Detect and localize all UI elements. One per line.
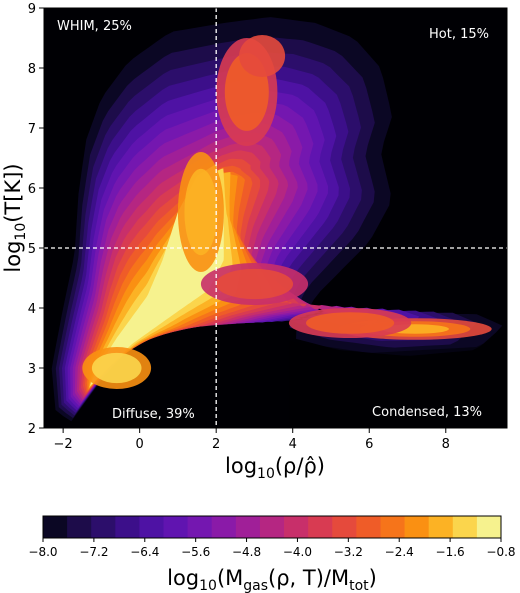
colorbar-swatch — [380, 516, 405, 538]
region-dividers — [44, 8, 507, 428]
colorbar-swatch — [308, 516, 333, 538]
y-axis: 2 3 4 5 6 7 8 9 — [28, 2, 44, 437]
colorbar: −8.0 −7.2 −6.4 −5.6 −4.8 −4.0 −3.2 −2.4 −1.6 −0.8 — [28, 515, 516, 559]
colorbar-swatch — [67, 516, 92, 538]
x-tick-label: 4 — [289, 437, 297, 452]
colorbar-tick-label: −4.8 — [232, 545, 261, 559]
y-tick-label: 3 — [28, 362, 36, 377]
y-tick-label: 9 — [28, 2, 36, 17]
region-label-condensed: Condensed, 13% — [372, 405, 482, 420]
y-tick-label: 7 — [28, 122, 36, 137]
density-blob-5-1 — [184, 168, 218, 256]
x-tick-label: 8 — [442, 437, 450, 452]
colorbar-swatch — [284, 516, 309, 538]
density-notch — [288, 332, 507, 428]
colorbar-swatch — [476, 516, 502, 538]
region-label-hot: Hot, 15% — [429, 27, 489, 42]
colorbar-swatch — [452, 516, 478, 538]
colorbar-label: log10(Mgas(ρ, T)/Mtot) — [167, 566, 377, 593]
x-tick-label: 0 — [136, 437, 144, 452]
x-tick-label: 2 — [212, 437, 220, 452]
colorbar-tick-label: −4.0 — [283, 545, 312, 559]
colorbar-swatch — [259, 516, 285, 538]
colorbar-frame — [42, 515, 502, 539]
y-tick-label: 2 — [28, 422, 36, 437]
colorbar-swatch — [163, 516, 189, 538]
y-tick-label: 6 — [28, 182, 36, 197]
colorbar-tick-label: −0.8 — [486, 545, 515, 559]
colorbar-tick-label: −3.2 — [334, 545, 363, 559]
colorbar-swatch — [235, 516, 261, 538]
x-tick-label: 6 — [365, 437, 373, 452]
region-label-whim: WHIM, 25% — [57, 19, 132, 34]
colorbar-swatch — [211, 516, 237, 538]
y-tick-label: 4 — [28, 302, 36, 317]
plot-frame — [43, 7, 508, 429]
region-label-diffuse: Diffuse, 39% — [112, 407, 195, 422]
density-blob-2-1 — [215, 268, 294, 300]
y-tick-label: 8 — [28, 62, 36, 77]
colorbar-swatch — [115, 516, 140, 538]
colorbar-swatch — [139, 516, 164, 538]
colorbar-swatch — [428, 516, 454, 538]
x-tick-label: −2 — [54, 437, 73, 452]
density-blob-4-0 — [239, 35, 286, 77]
colorbar-swatch — [43, 516, 68, 538]
colorbar-swatch — [332, 516, 357, 538]
y-axis-label: log10(T[K]) — [1, 163, 29, 272]
colorbar-tick-label: −6.4 — [130, 545, 159, 559]
colorbar-tick-label: −8.0 — [28, 545, 57, 559]
density-blob-1-1 — [306, 312, 395, 334]
colorbar-swatch — [91, 516, 116, 538]
colorbar-swatch — [187, 516, 213, 538]
colorbar-swatch — [404, 516, 430, 538]
colorbar-tick-label: −5.6 — [181, 545, 210, 559]
x-axis: −2 0 2 4 6 8 — [54, 428, 450, 452]
x-axis-label: log10(ρ/ρ̂) — [225, 454, 325, 482]
colorbar-tick-label: −2.4 — [385, 545, 414, 559]
y-tick-label: 5 — [28, 242, 36, 257]
density-blob-6-1 — [91, 352, 142, 384]
colorbar-tick-label: −7.2 — [79, 545, 108, 559]
density-contours — [51, 17, 507, 428]
colorbar-swatch — [356, 516, 381, 538]
colorbar-tick-label: −1.6 — [436, 545, 465, 559]
